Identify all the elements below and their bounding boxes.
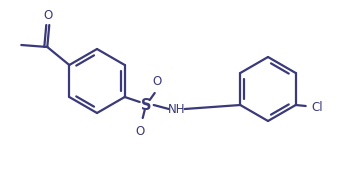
Text: O: O — [135, 125, 144, 138]
Text: O: O — [44, 9, 53, 22]
Text: S: S — [141, 97, 152, 113]
Text: Cl: Cl — [312, 101, 323, 114]
Text: O: O — [152, 75, 161, 88]
Text: NH: NH — [168, 102, 185, 115]
